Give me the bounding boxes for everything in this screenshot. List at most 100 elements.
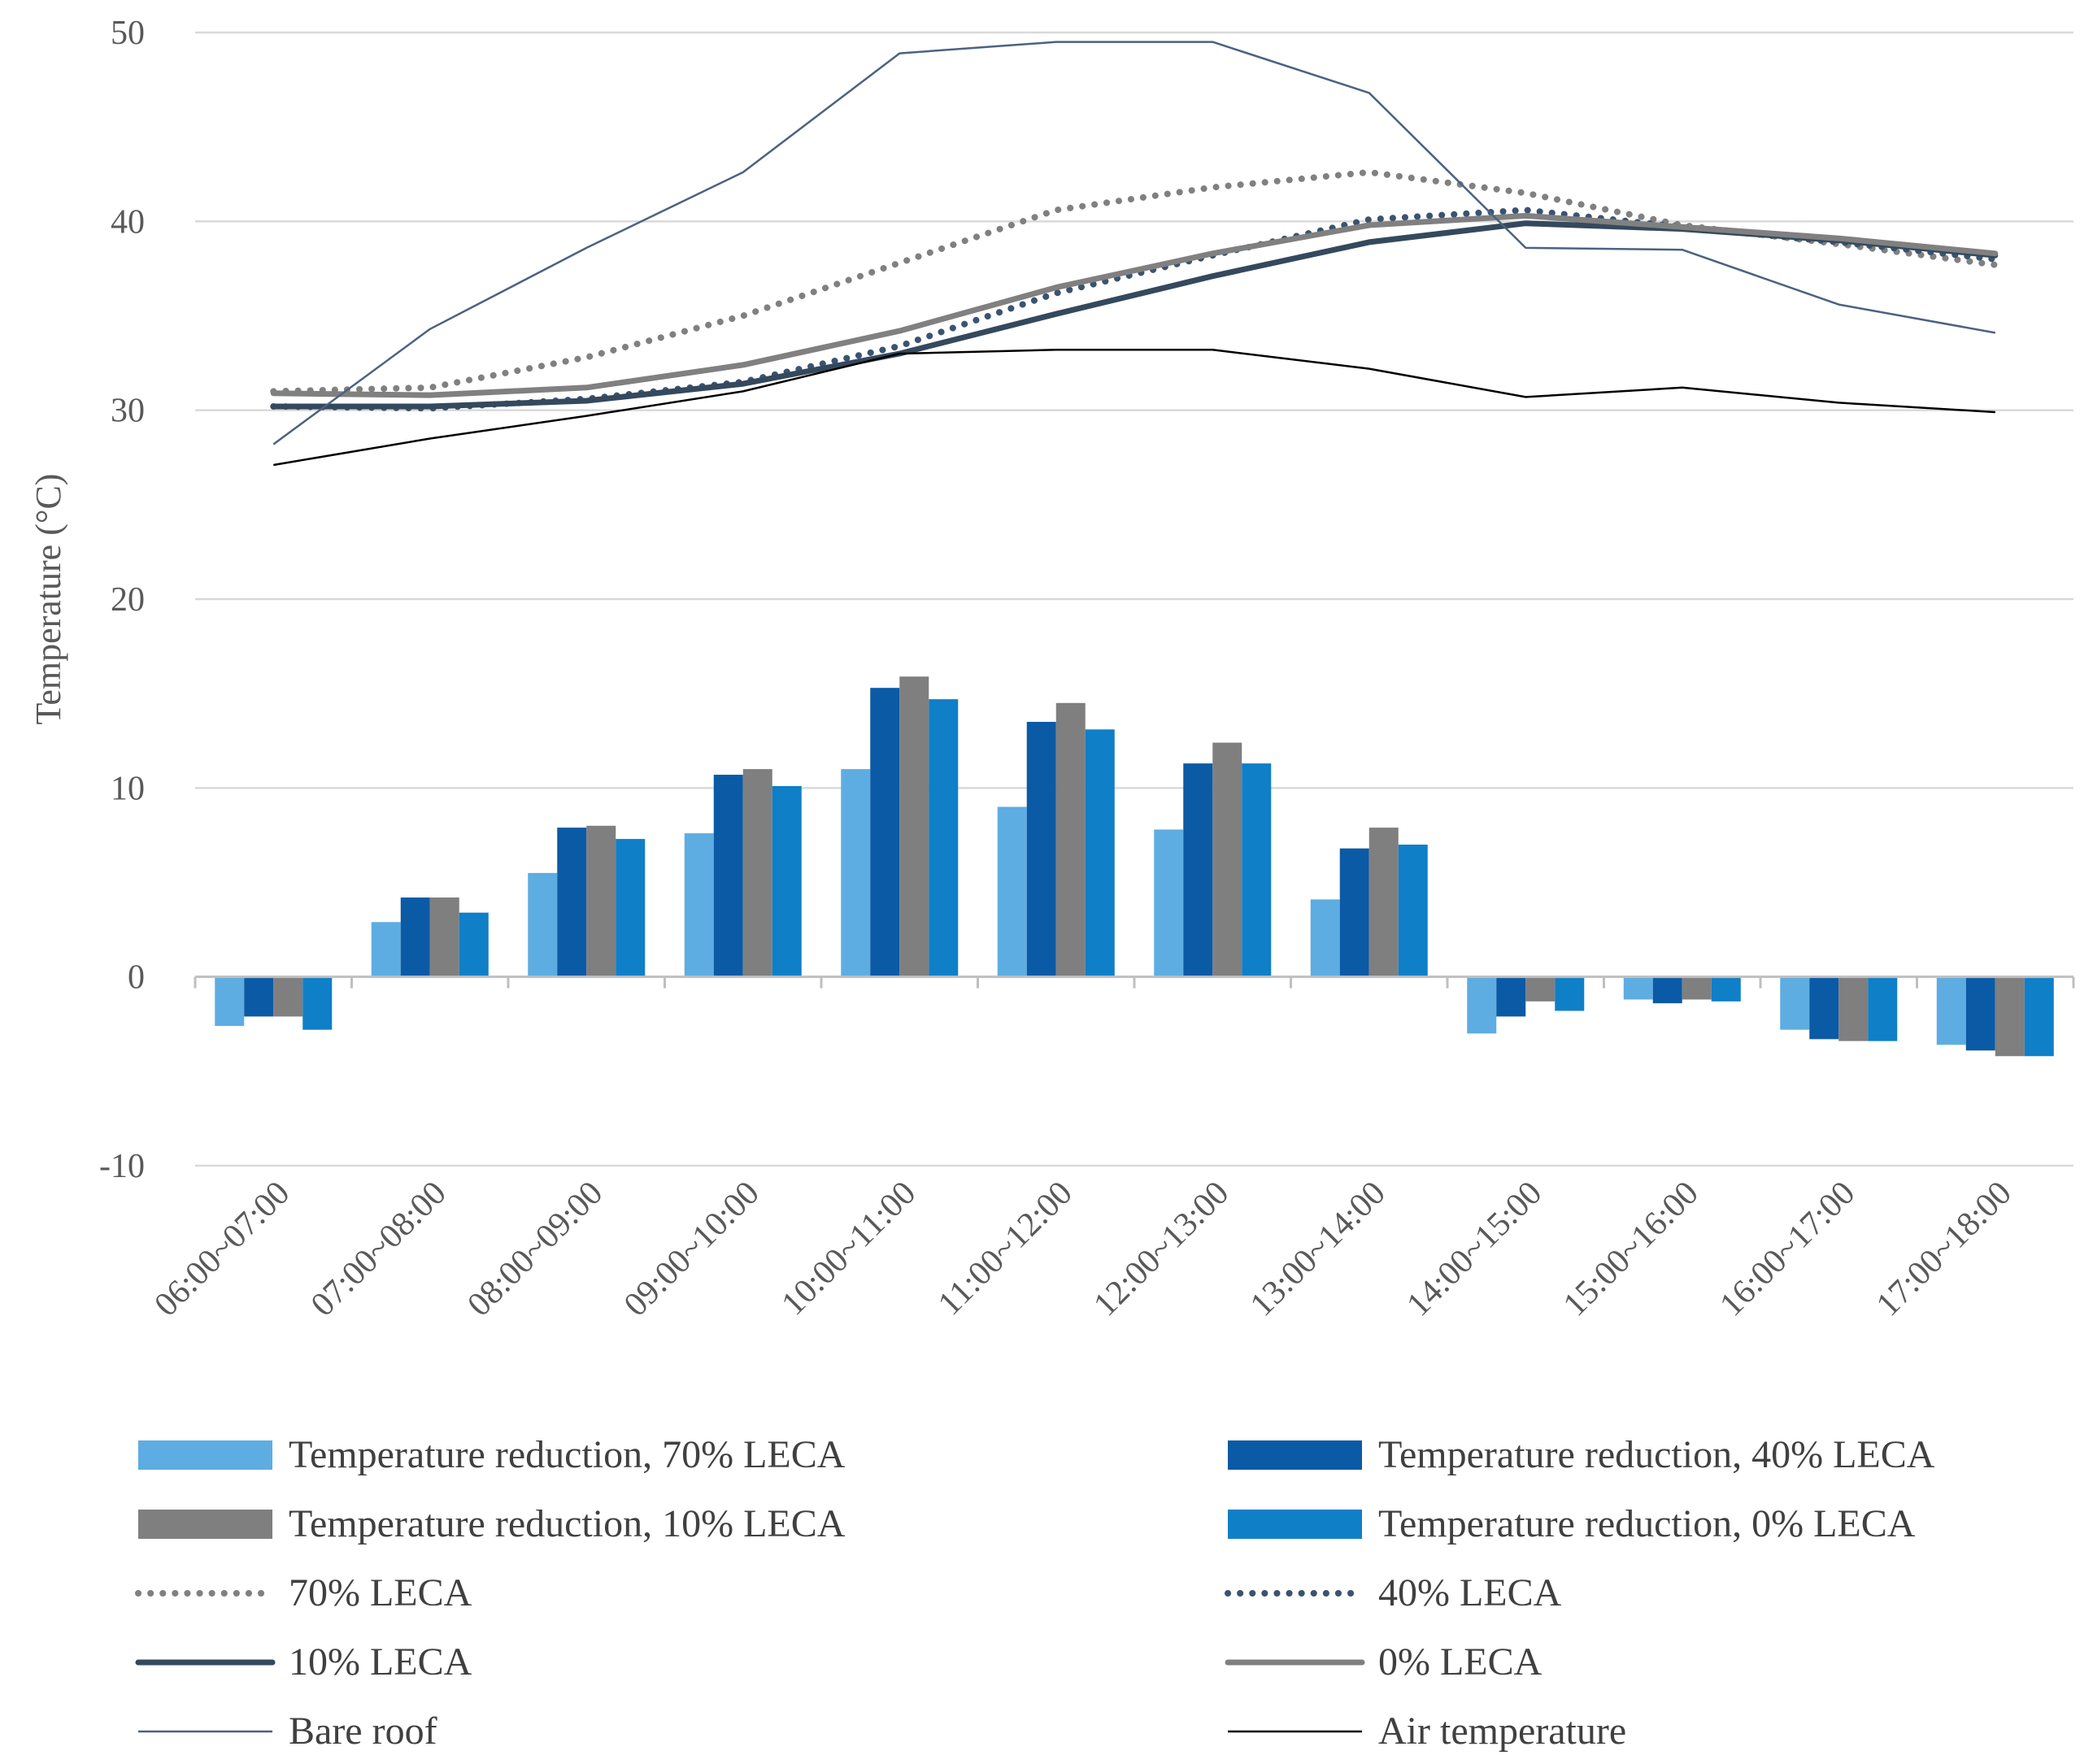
legend-item-temperature-reduction-40-leca: Temperature reduction, 40% LECA [1228,1433,1935,1476]
x-tick-label: 13:00~14:00 [1243,1175,1393,1324]
bar-temperature-reduction-0-leca-10 [1868,976,1898,1041]
legend-label: 70% LECA [289,1571,472,1614]
bar-temperature-reduction-0-leca-9 [1711,976,1741,1001]
legend-swatch [138,1510,272,1539]
bar-temperature-reduction-40-leca-0 [244,976,274,1017]
legend-label: Air temperature [1378,1710,1626,1753]
bar-temperature-reduction-0-leca-8 [1555,976,1585,1011]
bar-temperature-reduction-40-leca-11 [1965,976,1995,1051]
bar-temperature-reduction-0-leca-0 [302,976,333,1030]
legend-swatch [1228,1440,1362,1470]
x-tick-label: 08:00~09:00 [460,1175,610,1324]
bar-temperature-reduction-10-leca-3 [742,769,772,977]
bar-temperature-reduction-70-leca-7 [1310,899,1340,977]
y-tick-label: 10 [111,770,145,807]
bar-temperature-reduction-10-leca-4 [899,676,929,977]
x-tick-label: 15:00~16:00 [1556,1175,1706,1324]
bar-temperature-reduction-10-leca-1 [429,897,459,977]
y-tick-label: 50 [111,15,145,52]
line-layer [270,41,1999,467]
y-axis-title: Temperature (°C) [28,474,68,725]
axis-layer [194,975,2075,988]
legend-item-temperature-reduction-10-leca: Temperature reduction, 10% LECA [138,1502,846,1545]
legend-item-0-leca: 0% LECA [1225,1640,1543,1684]
legend-label: Temperature reduction, 0% LECA [1378,1502,1916,1545]
legend-item-bare-roof: Bare roof [138,1710,437,1753]
x-tick-label: 11:00~12:00 [931,1175,1080,1323]
bar-temperature-reduction-40-leca-9 [1652,976,1682,1004]
bar-temperature-reduction-40-leca-10 [1809,976,1839,1040]
bar-temperature-reduction-0-leca-2 [616,839,646,977]
bar-temperature-reduction-10-leca-8 [1525,976,1556,1001]
bar-temperature-reduction-70-leca-3 [684,833,714,977]
y-tick-label: -10 [99,1148,145,1185]
legend-label: 40% LECA [1378,1571,1562,1614]
x-tick-label: 09:00~10:00 [617,1175,767,1324]
bar-temperature-reduction-10-leca-5 [1055,702,1086,977]
bar-temperature-reduction-70-leca-0 [215,976,245,1027]
x-tick-label: 14:00~15:00 [1399,1175,1549,1324]
legend-label: Bare roof [289,1710,437,1753]
x-tick-label: 06:00~07:00 [147,1175,297,1324]
bar-temperature-reduction-40-leca-2 [557,828,587,977]
legend-label: Temperature reduction, 40% LECA [1378,1433,1935,1476]
bar-temperature-reduction-40-leca-1 [400,897,430,977]
legend-item-air-temperature: Air temperature [1228,1710,1626,1753]
legend-item-40-leca: 40% LECA [1225,1571,1562,1614]
line-0-leca [270,212,1999,398]
bar-temperature-reduction-40-leca-4 [870,688,900,977]
line-bare-roof [272,41,1996,445]
bar-temperature-reduction-70-leca-5 [997,806,1027,977]
line-air-temperature [273,349,1995,467]
bar-temperature-reduction-70-leca-10 [1780,976,1810,1030]
bar-temperature-reduction-40-leca-3 [713,775,743,977]
legend-layer: Temperature reduction, 70% LECA Temperatu… [135,1433,1935,1753]
x-tick-label: 12:00~13:00 [1086,1175,1236,1324]
bar-layer [215,676,2054,1057]
bar-temperature-reduction-10-leca-6 [1212,742,1242,977]
y-tick-label: 0 [128,959,145,997]
legend-swatch [1228,1510,1362,1539]
bar-temperature-reduction-0-leca-7 [1398,845,1428,977]
grid-layer [195,31,2073,1167]
bar-temperature-reduction-0-leca-1 [459,912,489,977]
legend-item-70-leca: 70% LECA [135,1571,472,1614]
bar-temperature-reduction-0-leca-6 [1242,763,1272,977]
x-tick-label: 07:00~08:00 [304,1175,454,1324]
y-tick-label: 30 [111,393,145,430]
bar-temperature-reduction-0-leca-4 [929,699,959,977]
bar-temperature-reduction-70-leca-8 [1467,976,1497,1034]
bar-temperature-reduction-70-leca-4 [841,769,871,977]
bar-temperature-reduction-10-leca-11 [1995,976,2025,1057]
legend-swatch [138,1440,272,1470]
legend-item-temperature-reduction-70-leca: Temperature reduction, 70% LECA [138,1433,846,1476]
bar-temperature-reduction-70-leca-6 [1154,829,1184,977]
label-layer: -10 0 10 20 30 40 50 Temperature (°C) 06:00~07:0… [28,15,2019,1323]
x-tick-label: 17:00~18:00 [1869,1175,2019,1324]
legend-item-temperature-reduction-0-leca: Temperature reduction, 0% LECA [1228,1502,1916,1545]
legend-label: Temperature reduction, 10% LECA [289,1502,846,1545]
bar-temperature-reduction-10-leca-0 [273,976,303,1017]
bar-temperature-reduction-10-leca-2 [586,825,616,977]
bar-temperature-reduction-70-leca-1 [371,922,401,977]
bar-temperature-reduction-10-leca-7 [1368,828,1399,977]
bar-temperature-reduction-0-leca-5 [1085,729,1115,977]
legend-label: 0% LECA [1378,1640,1543,1684]
legend-label: 10% LECA [289,1640,472,1684]
y-tick-label: 40 [111,203,145,241]
bar-temperature-reduction-70-leca-2 [528,872,558,977]
bar-temperature-reduction-40-leca-7 [1339,848,1369,977]
line-10-leca [270,220,1999,410]
x-tick-label: 10:00~11:00 [775,1175,924,1323]
bar-temperature-reduction-10-leca-10 [1838,976,1869,1041]
bar-temperature-reduction-10-leca-9 [1682,976,1712,1000]
legend-label: Temperature reduction, 70% LECA [289,1433,846,1476]
bar-temperature-reduction-0-leca-11 [2024,976,2054,1057]
line-40-leca [270,206,1999,412]
bar-temperature-reduction-40-leca-5 [1026,722,1056,977]
bar-temperature-reduction-40-leca-8 [1496,976,1526,1017]
y-tick-label: 20 [111,581,145,619]
bar-temperature-reduction-70-leca-9 [1623,976,1653,1000]
